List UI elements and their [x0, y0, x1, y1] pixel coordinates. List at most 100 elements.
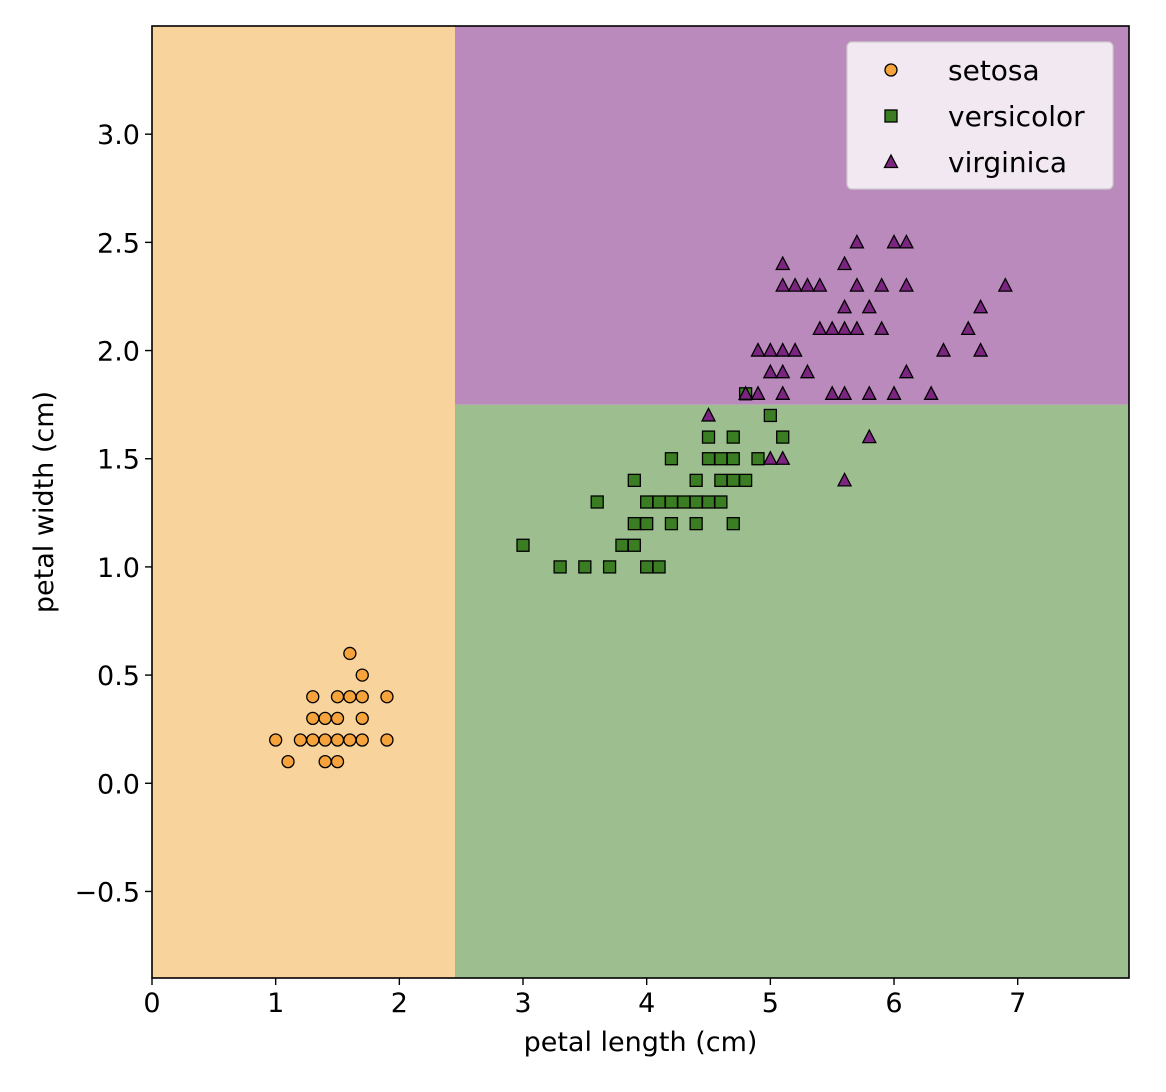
virginica-point — [874, 277, 890, 292]
x-tick-label: 1 — [267, 988, 284, 1019]
versicolor-point — [553, 560, 567, 574]
setosa-point — [306, 690, 320, 704]
versicolor-point — [652, 495, 666, 509]
virginica-point — [824, 320, 840, 336]
setosa-point — [281, 754, 295, 769]
plot-frame — [151, 25, 1130, 979]
virginica-point — [799, 363, 816, 379]
virginica-point — [849, 233, 865, 249]
region-versicolor — [454, 404, 1130, 978]
y-tick-label: −0.5 — [74, 877, 140, 908]
virginica-point — [775, 342, 791, 357]
versicolor-point — [652, 560, 666, 574]
setosa-point — [355, 711, 369, 726]
versicolor-point — [615, 538, 629, 552]
setosa-point — [380, 733, 394, 747]
legend-marker-virginica — [883, 153, 899, 169]
versicolor-point — [726, 516, 740, 531]
virginica-point — [849, 320, 865, 336]
x-tick-label: 0 — [143, 988, 160, 1019]
setosa-point — [355, 690, 369, 704]
versicolor-point — [776, 430, 790, 444]
legend-marker-versicolor — [884, 109, 898, 123]
virginica-point — [775, 277, 791, 292]
virginica-point — [898, 277, 914, 292]
y-tick-label: 2.0 — [97, 337, 140, 368]
virginica-point — [997, 277, 1013, 292]
versicolor-point — [664, 452, 679, 466]
legend-label-virginica: virginica — [948, 146, 1067, 179]
virginica-point — [750, 342, 766, 357]
virginica-point — [738, 385, 754, 400]
y-tick-label: 2.5 — [97, 228, 140, 259]
versicolor-point — [602, 560, 617, 574]
virginica-point — [861, 298, 877, 314]
setosa-point — [380, 690, 394, 704]
virginica-point — [775, 385, 791, 400]
region-setosa — [152, 26, 455, 978]
data-points — [269, 233, 1013, 769]
virginica-point — [935, 342, 952, 357]
versicolor-point — [627, 538, 641, 552]
setosa-point — [269, 733, 283, 747]
versicolor-point — [763, 408, 778, 423]
versicolor-point — [689, 473, 703, 488]
y-axis-ticks: −0.5 0.0 0.5 1.0 1.5 2.0 2.5 3.0 — [74, 120, 152, 908]
setosa-point — [330, 733, 345, 747]
versicolor-point — [751, 452, 765, 466]
virginica-point — [898, 363, 914, 379]
versicolor-point — [664, 516, 679, 531]
decision-regions — [152, 26, 1130, 978]
setosa-point — [330, 711, 345, 726]
setosa-point — [343, 733, 357, 747]
legend-label-setosa: setosa — [948, 54, 1040, 87]
versicolor-point — [627, 516, 641, 531]
virginica-point — [812, 320, 828, 336]
virginica-point — [836, 298, 853, 314]
virginica-point — [799, 277, 816, 292]
x-tick-label: 3 — [514, 988, 531, 1019]
virginica-point — [973, 298, 989, 314]
virginica-point — [762, 363, 778, 379]
setosa-point — [343, 690, 357, 704]
virginica-point — [861, 428, 877, 444]
versicolor-point — [714, 495, 728, 509]
setosa-point — [318, 754, 332, 769]
virginica-point — [750, 385, 766, 400]
versicolor-point — [701, 495, 716, 509]
versicolor-point — [726, 430, 740, 444]
x-tick-label: 7 — [1009, 988, 1026, 1019]
setosa-point — [330, 754, 345, 769]
versicolor-point — [578, 560, 592, 574]
virginica-point — [836, 385, 853, 400]
versicolor-point — [640, 495, 654, 509]
y-tick-label: 3.0 — [97, 120, 140, 151]
setosa-point — [293, 733, 308, 747]
legend-marker-setosa — [884, 63, 898, 77]
versicolor-point — [627, 473, 641, 488]
x-axis-ticks: 0 1 2 3 4 5 6 7 — [143, 978, 1026, 1019]
versicolor-point — [701, 430, 716, 444]
versicolor-point — [640, 560, 654, 574]
versicolor-point — [714, 473, 728, 488]
y-tick-label: 1.0 — [97, 553, 140, 584]
y-axis-title: petal width (cm) — [29, 391, 60, 613]
setosa-point — [306, 711, 320, 726]
virginica-point — [775, 255, 791, 271]
versicolor-point — [714, 452, 728, 466]
y-tick-label: 0.5 — [97, 661, 140, 692]
virginica-point — [861, 385, 877, 400]
setosa-point — [330, 690, 345, 704]
virginica-point — [812, 277, 828, 292]
versicolor-point — [640, 516, 654, 531]
virginica-point — [923, 385, 939, 400]
virginica-point — [874, 320, 890, 336]
versicolor-point — [726, 473, 740, 488]
y-tick-label: 0.0 — [97, 769, 140, 800]
x-tick-label: 5 — [762, 988, 779, 1019]
virginica-point — [762, 342, 778, 357]
setosa-point — [318, 711, 332, 726]
virginica-point — [787, 277, 803, 292]
y-tick-label: 1.5 — [97, 445, 140, 476]
setosa-point — [355, 733, 369, 747]
